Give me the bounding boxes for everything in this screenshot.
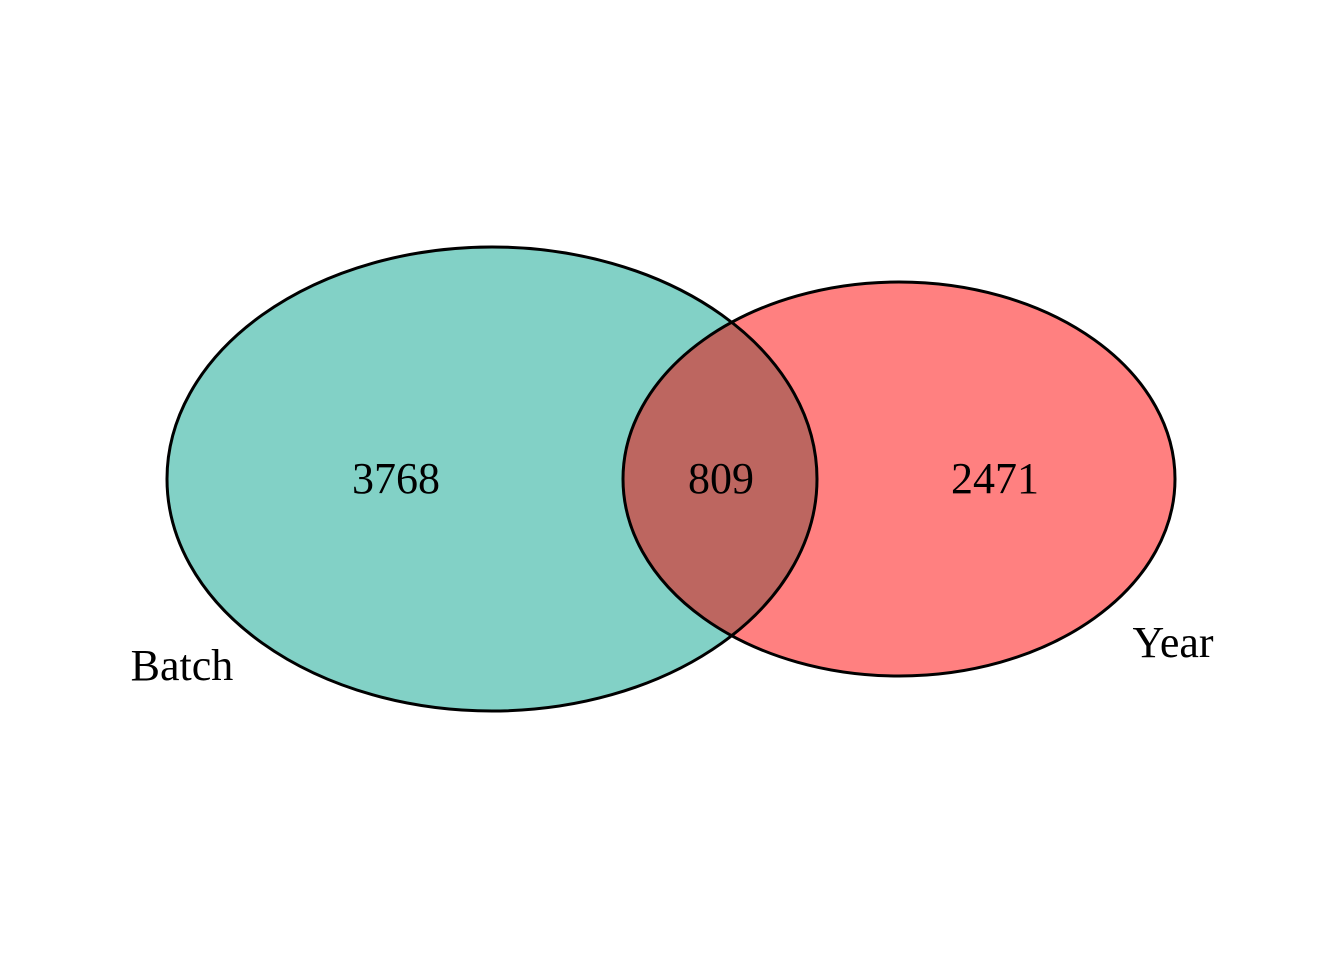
batch-set-outline	[165, 245, 819, 713]
year-only-count: 2471	[951, 454, 1039, 503]
batch-set-circle	[167, 247, 817, 711]
year-set-label: Year	[1132, 618, 1213, 667]
batch-set-label: Batch	[131, 641, 234, 690]
intersection-region	[623, 282, 817, 676]
batch-only-count: 3768	[352, 454, 440, 503]
year-set-outline	[621, 280, 1177, 678]
intersection-count: 809	[688, 454, 754, 503]
